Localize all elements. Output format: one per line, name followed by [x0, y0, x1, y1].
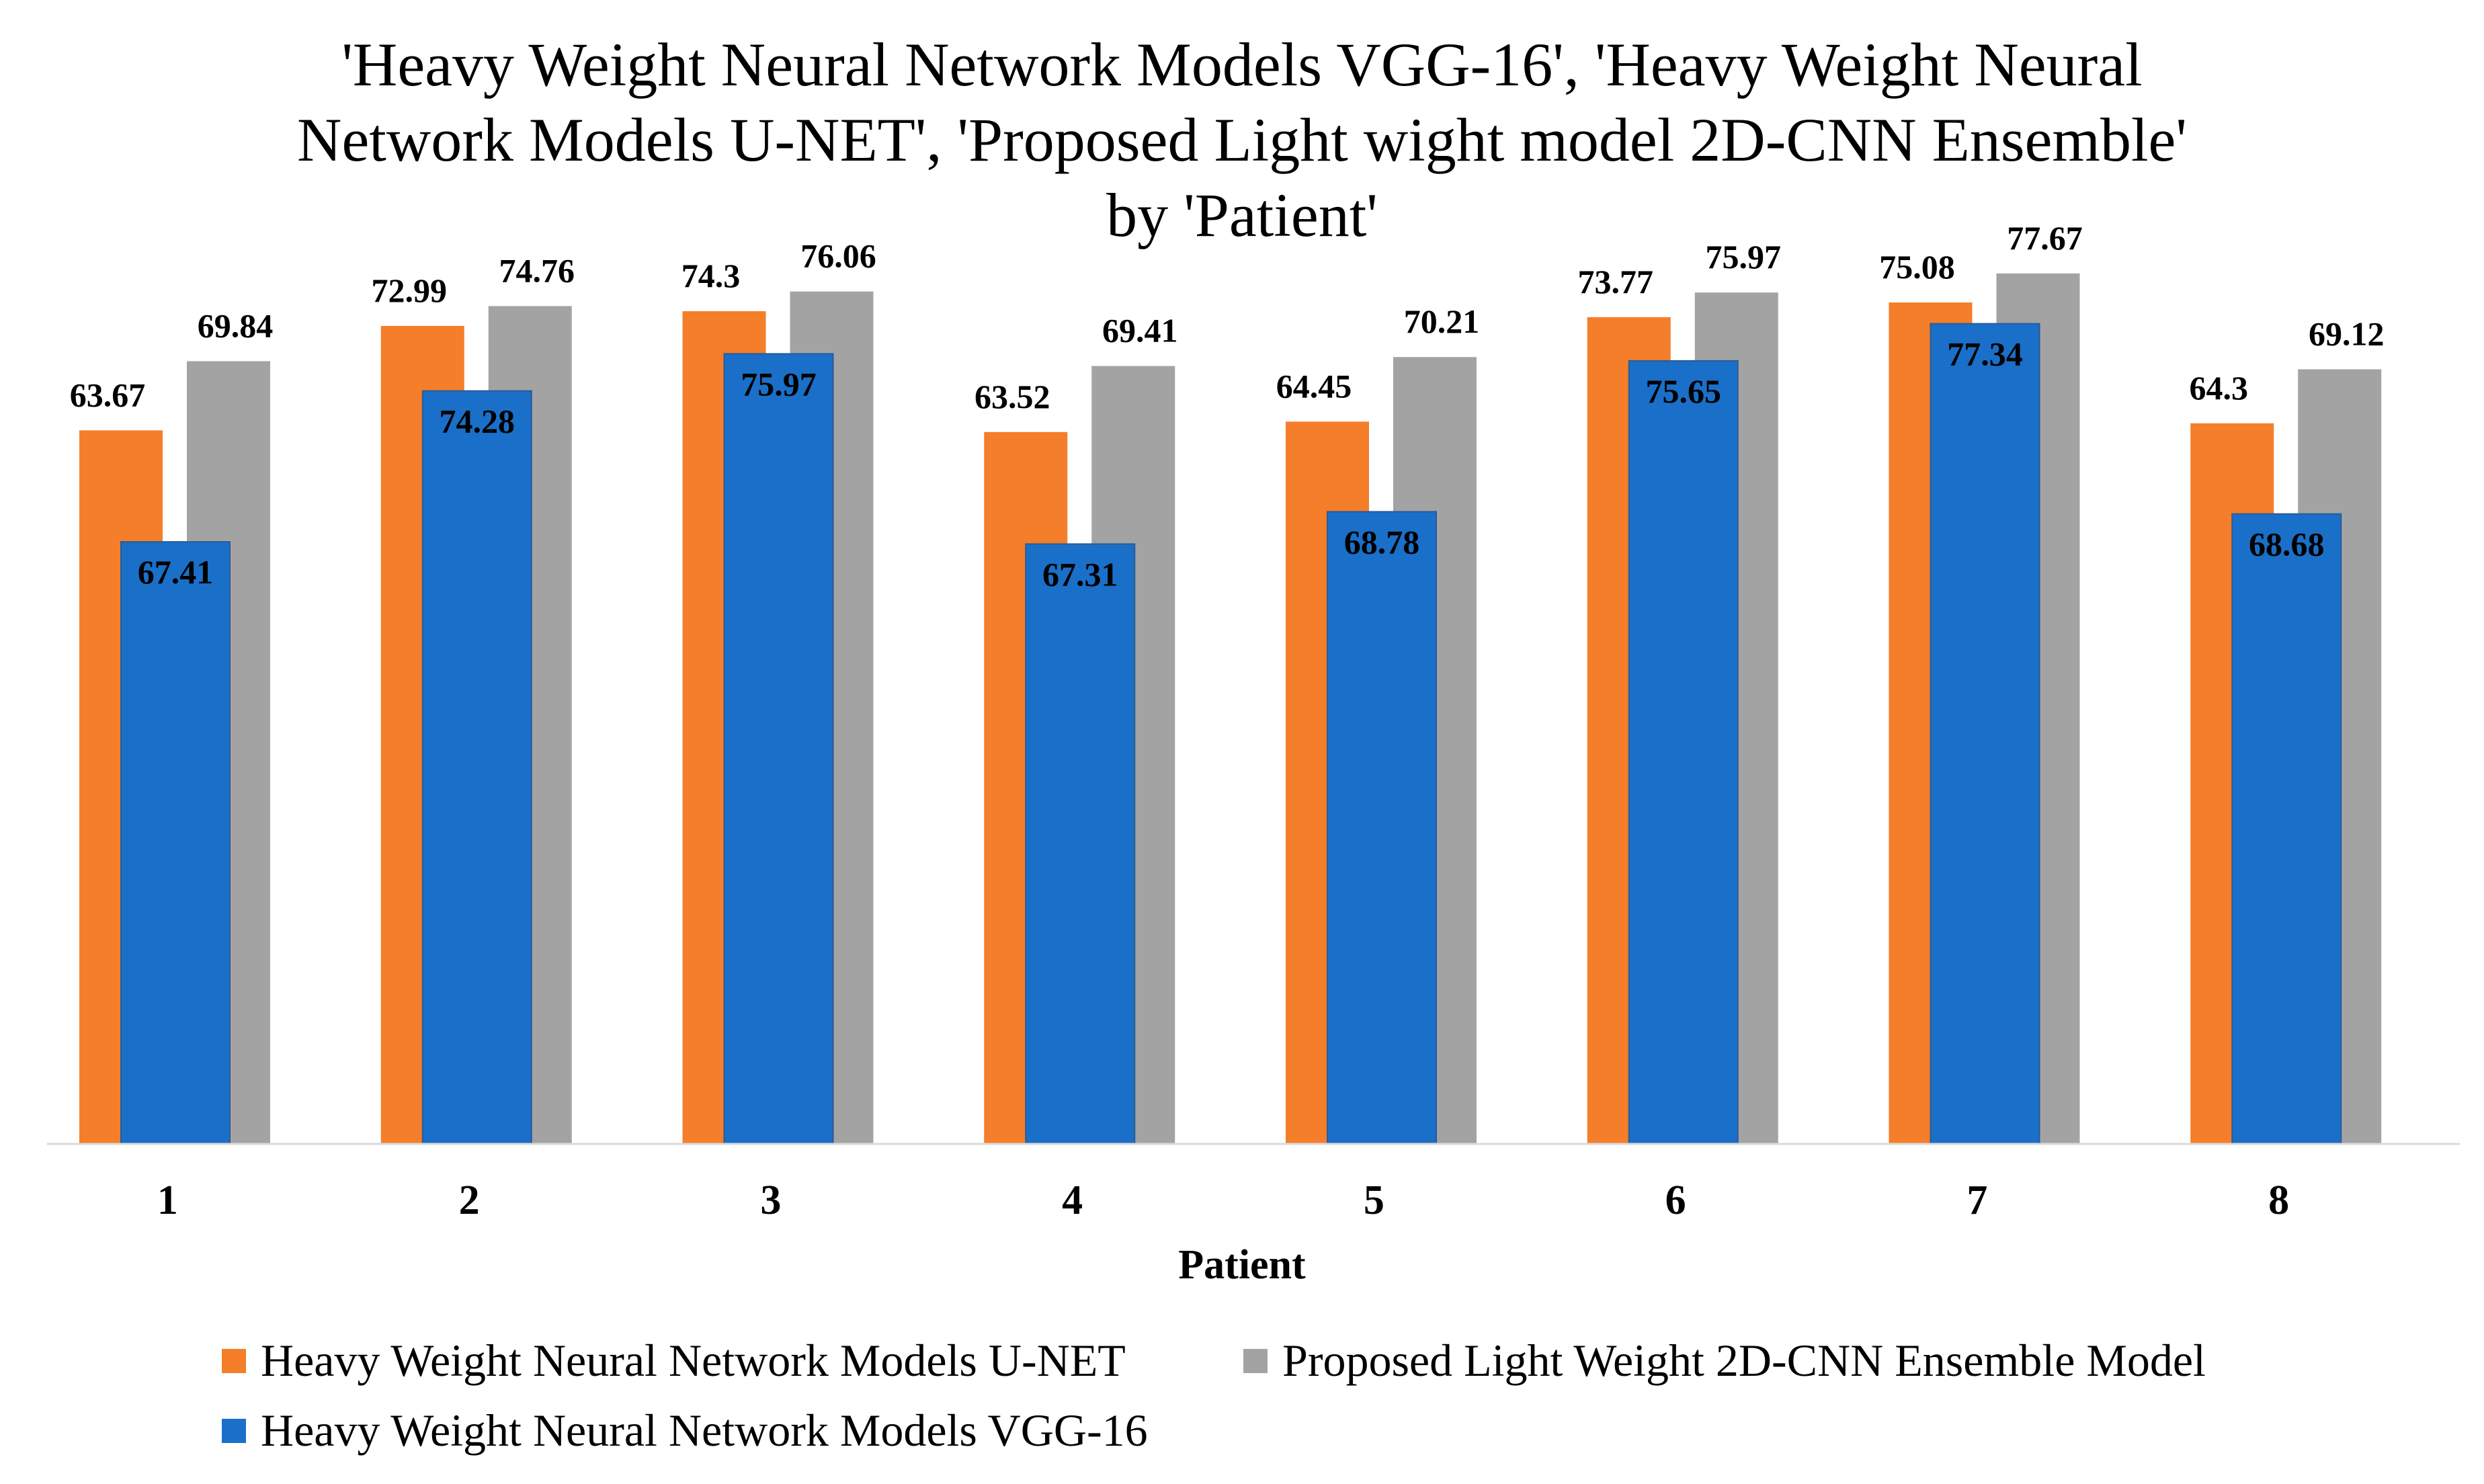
legend-swatch-unet: [222, 1348, 246, 1373]
label-unet-patient-1: 63.67: [70, 376, 146, 413]
bar-vgg-patient-5: [1327, 511, 1437, 1145]
x-tick-label-7: 7: [1966, 1178, 1987, 1223]
label-proposed-patient-8: 69.12: [2309, 315, 2385, 352]
label-proposed-patient-7: 77.67: [2007, 219, 2083, 257]
label-unet-patient-2: 72.99: [372, 272, 448, 309]
chart-title: 'Heavy Weight Neural Network Models VGG-…: [0, 27, 2484, 253]
label-unet-patient-5: 64.45: [1276, 367, 1352, 405]
x-tick-label-8: 8: [2268, 1178, 2289, 1223]
label-vgg-patient-4: 67.31: [1042, 555, 1118, 593]
label-vgg-patient-6: 75.65: [1646, 372, 1722, 410]
x-axis-title: Patient: [1178, 1242, 1306, 1288]
legend-label-unet: Heavy Weight Neural Network Models U-NET: [261, 1335, 1126, 1386]
label-proposed-patient-3: 76.06: [800, 237, 876, 275]
legend-label-proposed: Proposed Light Weight 2D-CNN Ensemble Mo…: [1282, 1335, 2206, 1386]
label-vgg-patient-5: 68.78: [1344, 523, 1420, 561]
legend-item-proposed: Proposed Light Weight 2D-CNN Ensemble Mo…: [1243, 1334, 2206, 1387]
label-vgg-patient-3: 75.97: [741, 365, 817, 403]
bar-vgg-patient-1: [120, 541, 231, 1145]
x-tick-label-5: 5: [1364, 1178, 1384, 1223]
chart-title-line-1: 'Heavy Weight Neural Network Models VGG-…: [341, 30, 2143, 99]
label-unet-patient-6: 73.77: [1578, 263, 1654, 300]
legend-swatch-vgg: [222, 1418, 246, 1443]
legend-item-vgg: Heavy Weight Neural Network Models VGG-1…: [222, 1404, 1148, 1457]
label-proposed-patient-1: 69.84: [198, 306, 274, 344]
bar-vgg-patient-2: [421, 390, 532, 1145]
label-vgg-patient-1: 67.41: [138, 553, 214, 591]
bar-vgg-patient-6: [1628, 360, 1739, 1145]
x-tick-label-2: 2: [459, 1178, 480, 1223]
bar-vgg-patient-3: [723, 353, 834, 1145]
label-unet-patient-4: 63.52: [975, 378, 1050, 415]
bar-vgg-patient-4: [1025, 543, 1136, 1145]
bar-vgg-patient-8: [2231, 513, 2342, 1145]
label-unet-patient-7: 75.08: [1879, 248, 1955, 286]
chart-title-line-3: by 'Patient': [1106, 181, 1378, 249]
label-proposed-patient-6: 75.97: [1706, 238, 1782, 276]
legend: Heavy Weight Neural Network Models U-NET…: [222, 1334, 2440, 1474]
label-proposed-patient-5: 70.21: [1404, 302, 1480, 340]
x-tick-label-1: 1: [157, 1178, 178, 1223]
label-proposed-patient-4: 69.41: [1102, 312, 1178, 349]
label-unet-patient-3: 74.3: [681, 257, 741, 294]
legend-swatch-proposed: [1243, 1348, 1268, 1373]
x-tick-label-3: 3: [760, 1178, 781, 1223]
chart-title-line-2: Network Models U-NET', 'Proposed Light w…: [297, 106, 2187, 174]
label-vgg-patient-8: 68.68: [2249, 526, 2325, 563]
x-tick-label-6: 6: [1665, 1178, 1686, 1223]
label-vgg-patient-7: 77.34: [1947, 335, 2023, 373]
label-unet-patient-8: 64.3: [2190, 369, 2249, 407]
legend-item-unet: Heavy Weight Neural Network Models U-NET: [222, 1334, 1126, 1387]
label-vgg-patient-2: 74.28: [440, 403, 515, 440]
label-proposed-patient-2: 74.76: [499, 251, 575, 289]
x-tick-label-4: 4: [1062, 1178, 1083, 1223]
legend-label-vgg: Heavy Weight Neural Network Models VGG-1…: [261, 1405, 1148, 1456]
bar-vgg-patient-7: [1930, 323, 2040, 1145]
